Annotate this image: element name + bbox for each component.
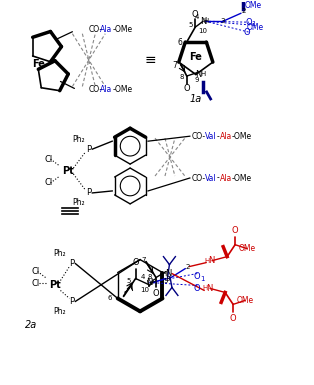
Text: H: H: [205, 258, 210, 264]
Text: Val: Val: [205, 174, 216, 182]
Text: N: N: [146, 278, 153, 287]
Text: 1: 1: [200, 276, 204, 281]
Text: -OMe: -OMe: [232, 132, 252, 141]
Text: OMe: OMe: [246, 23, 263, 32]
Text: 4: 4: [195, 14, 199, 20]
Text: N: N: [206, 284, 212, 293]
Text: Ph₂: Ph₂: [72, 198, 85, 208]
Text: Ph₂: Ph₂: [72, 135, 85, 144]
Text: OMe: OMe: [244, 1, 262, 10]
Text: 6: 6: [178, 38, 183, 47]
Text: 7: 7: [142, 257, 146, 263]
Text: -OMe: -OMe: [112, 25, 132, 34]
Text: Ala: Ala: [100, 85, 112, 94]
Text: Cl: Cl: [31, 279, 40, 288]
Text: ≡: ≡: [144, 53, 156, 67]
Text: -: -: [217, 132, 219, 141]
Text: 9: 9: [194, 77, 199, 83]
Text: P: P: [69, 259, 74, 268]
Text: Fe: Fe: [32, 59, 45, 69]
Text: CO-: CO-: [192, 174, 206, 182]
Text: 1: 1: [252, 21, 256, 27]
Text: Ala: Ala: [100, 25, 112, 34]
Text: O: O: [153, 289, 159, 298]
Text: Cl: Cl: [44, 179, 53, 187]
Text: Pt: Pt: [50, 281, 61, 290]
Text: 1a: 1a: [190, 94, 202, 104]
Text: O: O: [244, 28, 250, 37]
Text: 2: 2: [185, 264, 190, 270]
Text: O: O: [232, 226, 238, 235]
Text: 2a: 2a: [24, 320, 37, 330]
Text: Ala: Ala: [220, 174, 232, 182]
Text: N: N: [165, 269, 171, 278]
Text: CO-: CO-: [192, 132, 206, 141]
Text: O: O: [246, 18, 252, 27]
Text: 8: 8: [180, 74, 184, 80]
Text: N: N: [196, 70, 202, 79]
Text: O: O: [194, 272, 201, 281]
Text: Ph₂: Ph₂: [53, 307, 66, 316]
Text: 2: 2: [242, 8, 246, 14]
Text: Fe: Fe: [189, 52, 202, 62]
Text: H: H: [203, 18, 209, 24]
Text: Cl: Cl: [31, 267, 40, 276]
Text: O: O: [194, 284, 201, 293]
Text: P: P: [86, 145, 91, 154]
Text: 4: 4: [140, 273, 145, 280]
Text: 7: 7: [172, 60, 177, 70]
Text: CO-: CO-: [88, 85, 102, 94]
Text: O: O: [183, 84, 190, 94]
Text: -OMe: -OMe: [232, 174, 252, 182]
Text: O: O: [192, 10, 198, 19]
Text: 10: 10: [140, 288, 149, 293]
Text: N: N: [200, 17, 206, 26]
Text: 10: 10: [199, 28, 208, 34]
Text: O: O: [132, 258, 139, 267]
Text: 9: 9: [164, 278, 168, 283]
Text: OMe: OMe: [239, 244, 256, 253]
Text: 8: 8: [148, 273, 152, 280]
Text: Pt: Pt: [62, 166, 74, 176]
Text: 5: 5: [188, 22, 192, 28]
Text: -: -: [217, 174, 219, 182]
Text: O: O: [230, 314, 236, 323]
Text: 3: 3: [221, 18, 225, 24]
Text: Val: Val: [205, 132, 216, 141]
Text: CO-: CO-: [88, 25, 102, 34]
Text: H: H: [203, 285, 208, 291]
Text: Ala: Ala: [220, 132, 232, 141]
Text: -OMe: -OMe: [112, 85, 132, 94]
Text: N: N: [208, 256, 214, 265]
Text: 6: 6: [107, 295, 112, 301]
Text: H: H: [161, 271, 167, 276]
Text: P: P: [86, 188, 91, 198]
Text: Cl: Cl: [44, 155, 53, 164]
Text: Ph₂: Ph₂: [53, 249, 66, 258]
Text: 3: 3: [165, 276, 170, 281]
Text: 5: 5: [127, 278, 131, 283]
Text: H: H: [200, 71, 205, 77]
Text: H: H: [151, 280, 156, 286]
Text: OMe: OMe: [236, 296, 254, 305]
Text: P: P: [69, 297, 74, 306]
